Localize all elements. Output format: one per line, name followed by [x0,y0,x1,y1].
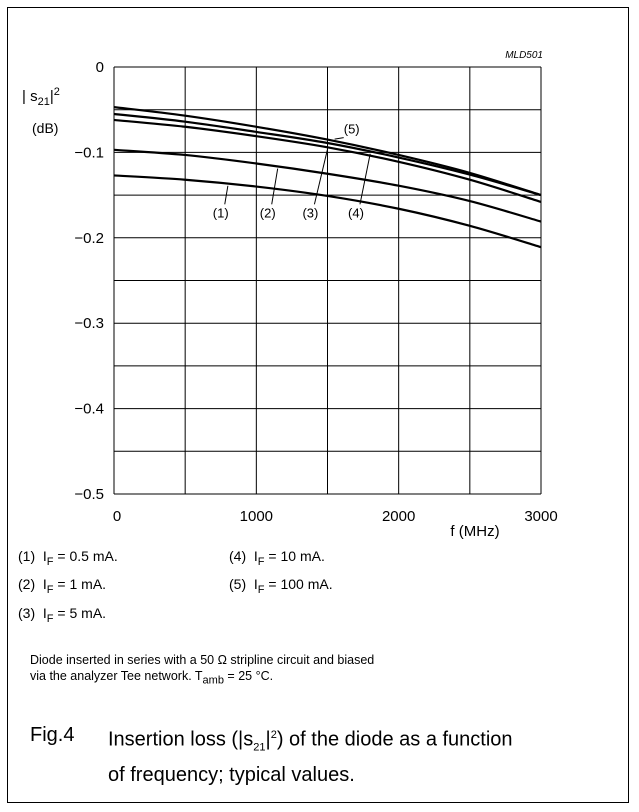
figure-caption-text: Insertion loss (|s21|2) of the diode as … [108,728,513,786]
y-tick-label: −0.5 [74,486,104,503]
figure-frame [7,7,629,803]
legend-item-5: (5) IF = 100 mA. [229,576,333,596]
legend-item-4: (4) IF = 10 mA. [229,548,325,568]
legend-item-2: (2) IF = 1 mA. [18,576,107,596]
x-axis-label: f (MHz) [450,523,499,540]
y-tick-label: −0.1 [74,144,104,161]
y-tick-label: 0 [96,59,104,76]
curve-leader-4 [359,153,371,205]
x-tick-label: 2000 [382,508,415,525]
curve-label-3: (3) [302,205,318,220]
note-line-2: via the analyzer Tee network. Tamb = 25 … [30,669,274,687]
y-tick-label: −0.4 [74,401,104,418]
curve-label-1: (1) [213,205,229,220]
x-tick-label: 1000 [240,508,273,525]
series-line-4 [113,112,542,197]
curve-leader-5 [334,137,344,140]
chart-code: MLD501 [505,50,543,61]
x-tick-label: 3000 [524,508,557,525]
figure-number: Fig.4 [30,724,75,746]
y-axis-unit: (dB) [32,120,59,136]
test-conditions-note: Diode inserted in series with a 50 Ω str… [30,652,590,689]
chart-plot: 0 −0.1 −0.2 −0.3 −0.4 −0.5 0 1000 2000 3000 f (MHz… [74,59,557,540]
y-tick-label: −0.3 [74,315,104,332]
y-axis-label: | s21|2 [22,86,60,108]
figure-caption: Fig.4 Insertion loss (|s21|2) of the diod… [30,722,528,789]
legend-item-1: (1) IF = 0.5 mA. [18,548,118,568]
curve-label-2: (2) [260,205,276,220]
x-tick-label: 0 [113,508,121,525]
note-line-1: Diode inserted in series with a 50 Ω str… [30,653,375,667]
curve-leader-2 [271,168,279,205]
legend-item-3: (3) IF = 5 mA. [18,605,107,625]
curve-leader-1 [224,185,229,205]
curve-label-4: (4) [348,205,364,220]
y-tick-label: −0.2 [74,230,104,247]
series-line-2 [113,148,542,223]
curve-label-5: (5) [344,122,360,137]
series-line-1 [113,174,542,249]
series-line-5 [113,106,542,197]
curve-leader-3 [313,149,328,205]
series-line-3 [113,118,542,203]
